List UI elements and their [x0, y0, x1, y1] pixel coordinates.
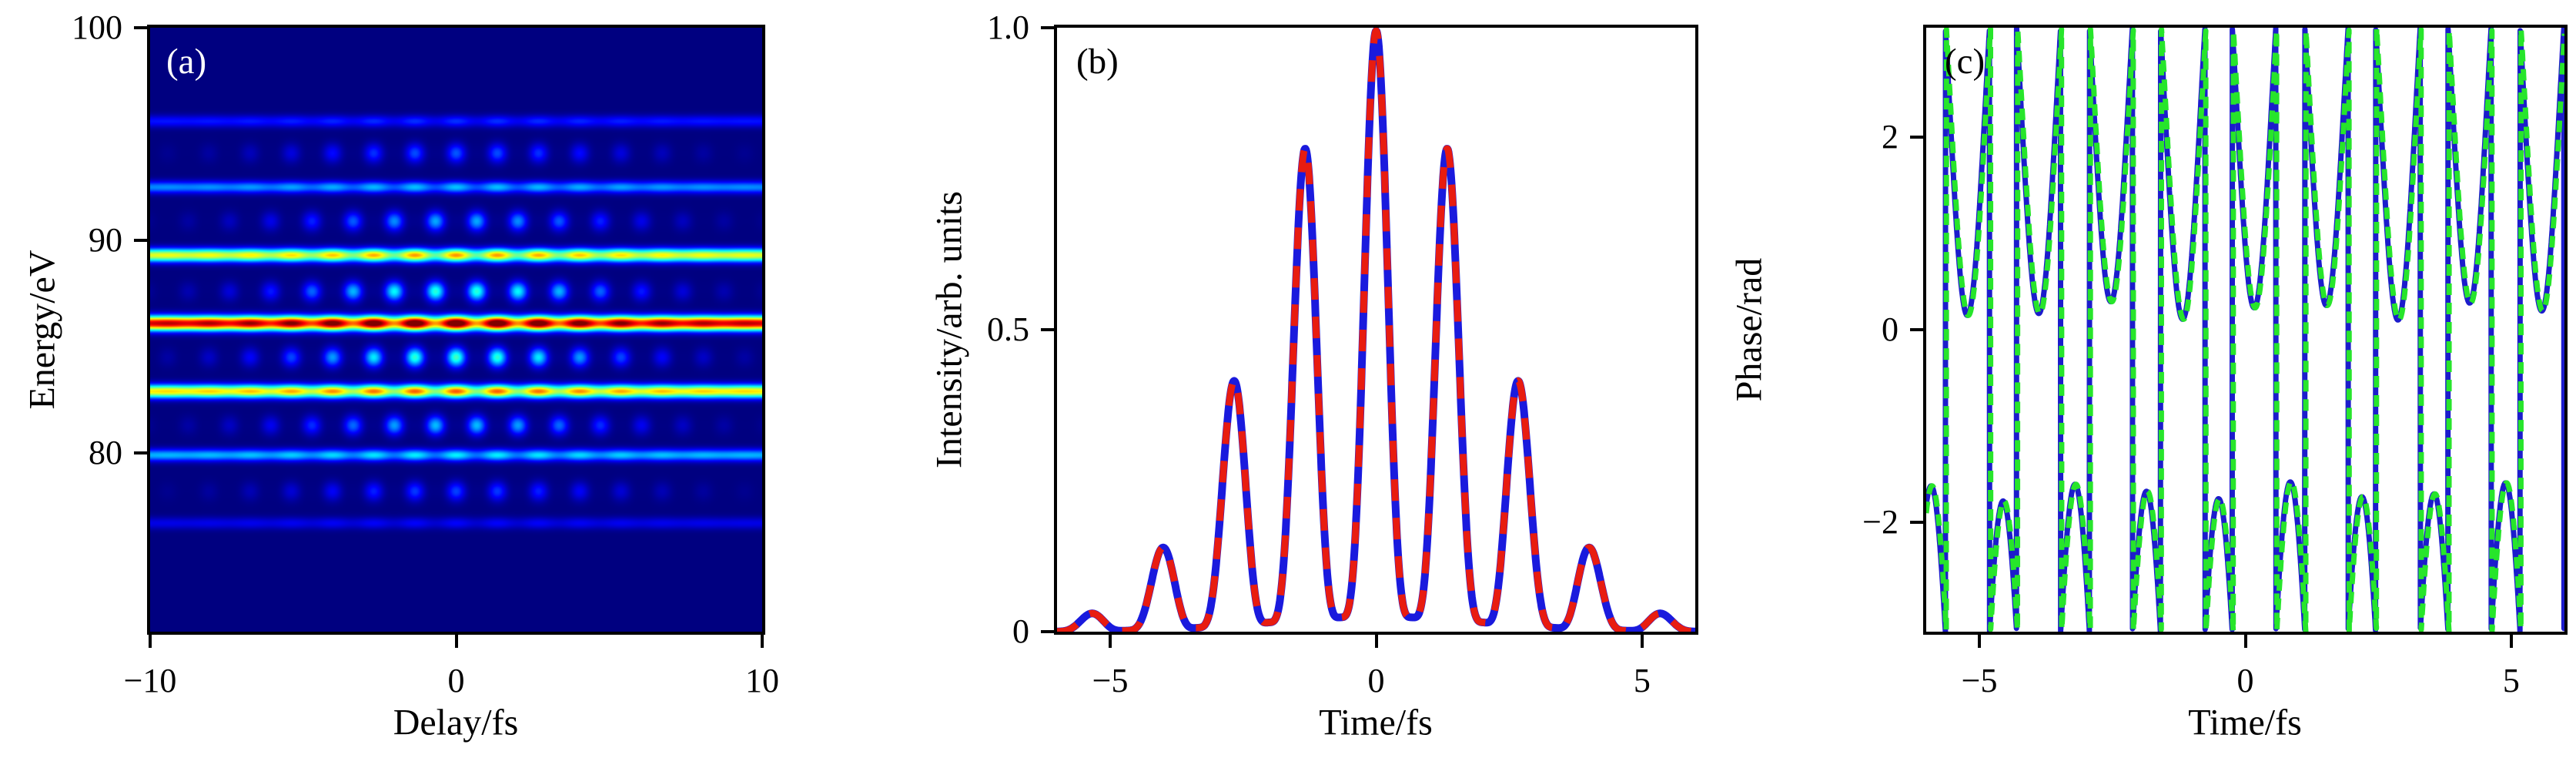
x-tick-mark — [1374, 635, 1378, 648]
x-tick-label: 5 — [2502, 662, 2520, 699]
x-tick-mark — [1109, 635, 1112, 648]
panel-c-x-axis-title: Time/fs — [2188, 702, 2302, 743]
retrieved-phase-curve — [1926, 28, 2564, 632]
y-tick-label: 90 — [89, 221, 122, 260]
x-tick-mark — [2243, 635, 2247, 648]
x-tick-label: 0 — [1367, 662, 1385, 699]
y-tick-label: 0 — [1012, 612, 1029, 650]
y-tick-mark — [134, 451, 147, 455]
y-tick-mark — [134, 26, 147, 29]
panel-c-phase-plot — [1923, 25, 2568, 635]
y-tick-label: 100 — [72, 8, 122, 46]
y-tick-mark — [1910, 328, 1923, 331]
spectrogram-heatmap — [150, 28, 762, 632]
panel-b-y-axis-title: Intensity/arb. units — [928, 191, 970, 468]
x-tick-label: −10 — [123, 662, 177, 699]
y-tick-label: 80 — [89, 434, 122, 472]
panel-a-y-axis-title: Energy/eV — [22, 250, 63, 410]
x-tick-label: 5 — [1633, 662, 1651, 699]
panel-b-label: (b) — [1076, 42, 1119, 82]
x-tick-mark — [2509, 635, 2513, 648]
x-tick-label: 10 — [745, 662, 779, 699]
panel-b-x-axis-title: Time/fs — [1319, 702, 1433, 743]
panel-a-label: (a) — [166, 42, 207, 82]
y-tick-mark — [1910, 136, 1923, 139]
x-tick-mark — [1640, 635, 1644, 648]
y-tick-mark — [1910, 520, 1923, 524]
y-tick-label: 0.5 — [987, 310, 1029, 348]
y-tick-label: 1.0 — [987, 8, 1029, 46]
panel-a-x-axis-title: Delay/fs — [393, 702, 519, 743]
y-tick-label: 2 — [1882, 118, 1899, 156]
y-tick-label: 0 — [1882, 310, 1899, 348]
panel-c-y-axis-title: Phase/rad — [1728, 257, 1770, 402]
y-tick-mark — [1041, 26, 1054, 29]
phase-curves — [1926, 28, 2564, 632]
x-tick-label: −5 — [1092, 662, 1129, 699]
retrieved-intensity-curve — [1057, 28, 1695, 632]
x-tick-label: 0 — [2236, 662, 2254, 699]
y-tick-mark — [1041, 630, 1054, 633]
panel-c-label: (c) — [1945, 42, 1986, 82]
x-tick-mark — [454, 635, 458, 648]
x-tick-label: 0 — [447, 662, 465, 699]
x-tick-label: −5 — [1961, 662, 1998, 699]
y-tick-mark — [134, 239, 147, 243]
x-tick-mark — [1978, 635, 1982, 648]
x-tick-mark — [761, 635, 764, 648]
input-intensity-curve — [1057, 28, 1695, 632]
intensity-curves — [1057, 28, 1695, 632]
x-tick-mark — [149, 635, 152, 648]
y-tick-label: −2 — [1862, 502, 1899, 541]
panel-b-intensity-plot — [1054, 25, 1698, 635]
y-tick-mark — [1041, 328, 1054, 331]
panel-a-spectrogram — [147, 25, 765, 635]
